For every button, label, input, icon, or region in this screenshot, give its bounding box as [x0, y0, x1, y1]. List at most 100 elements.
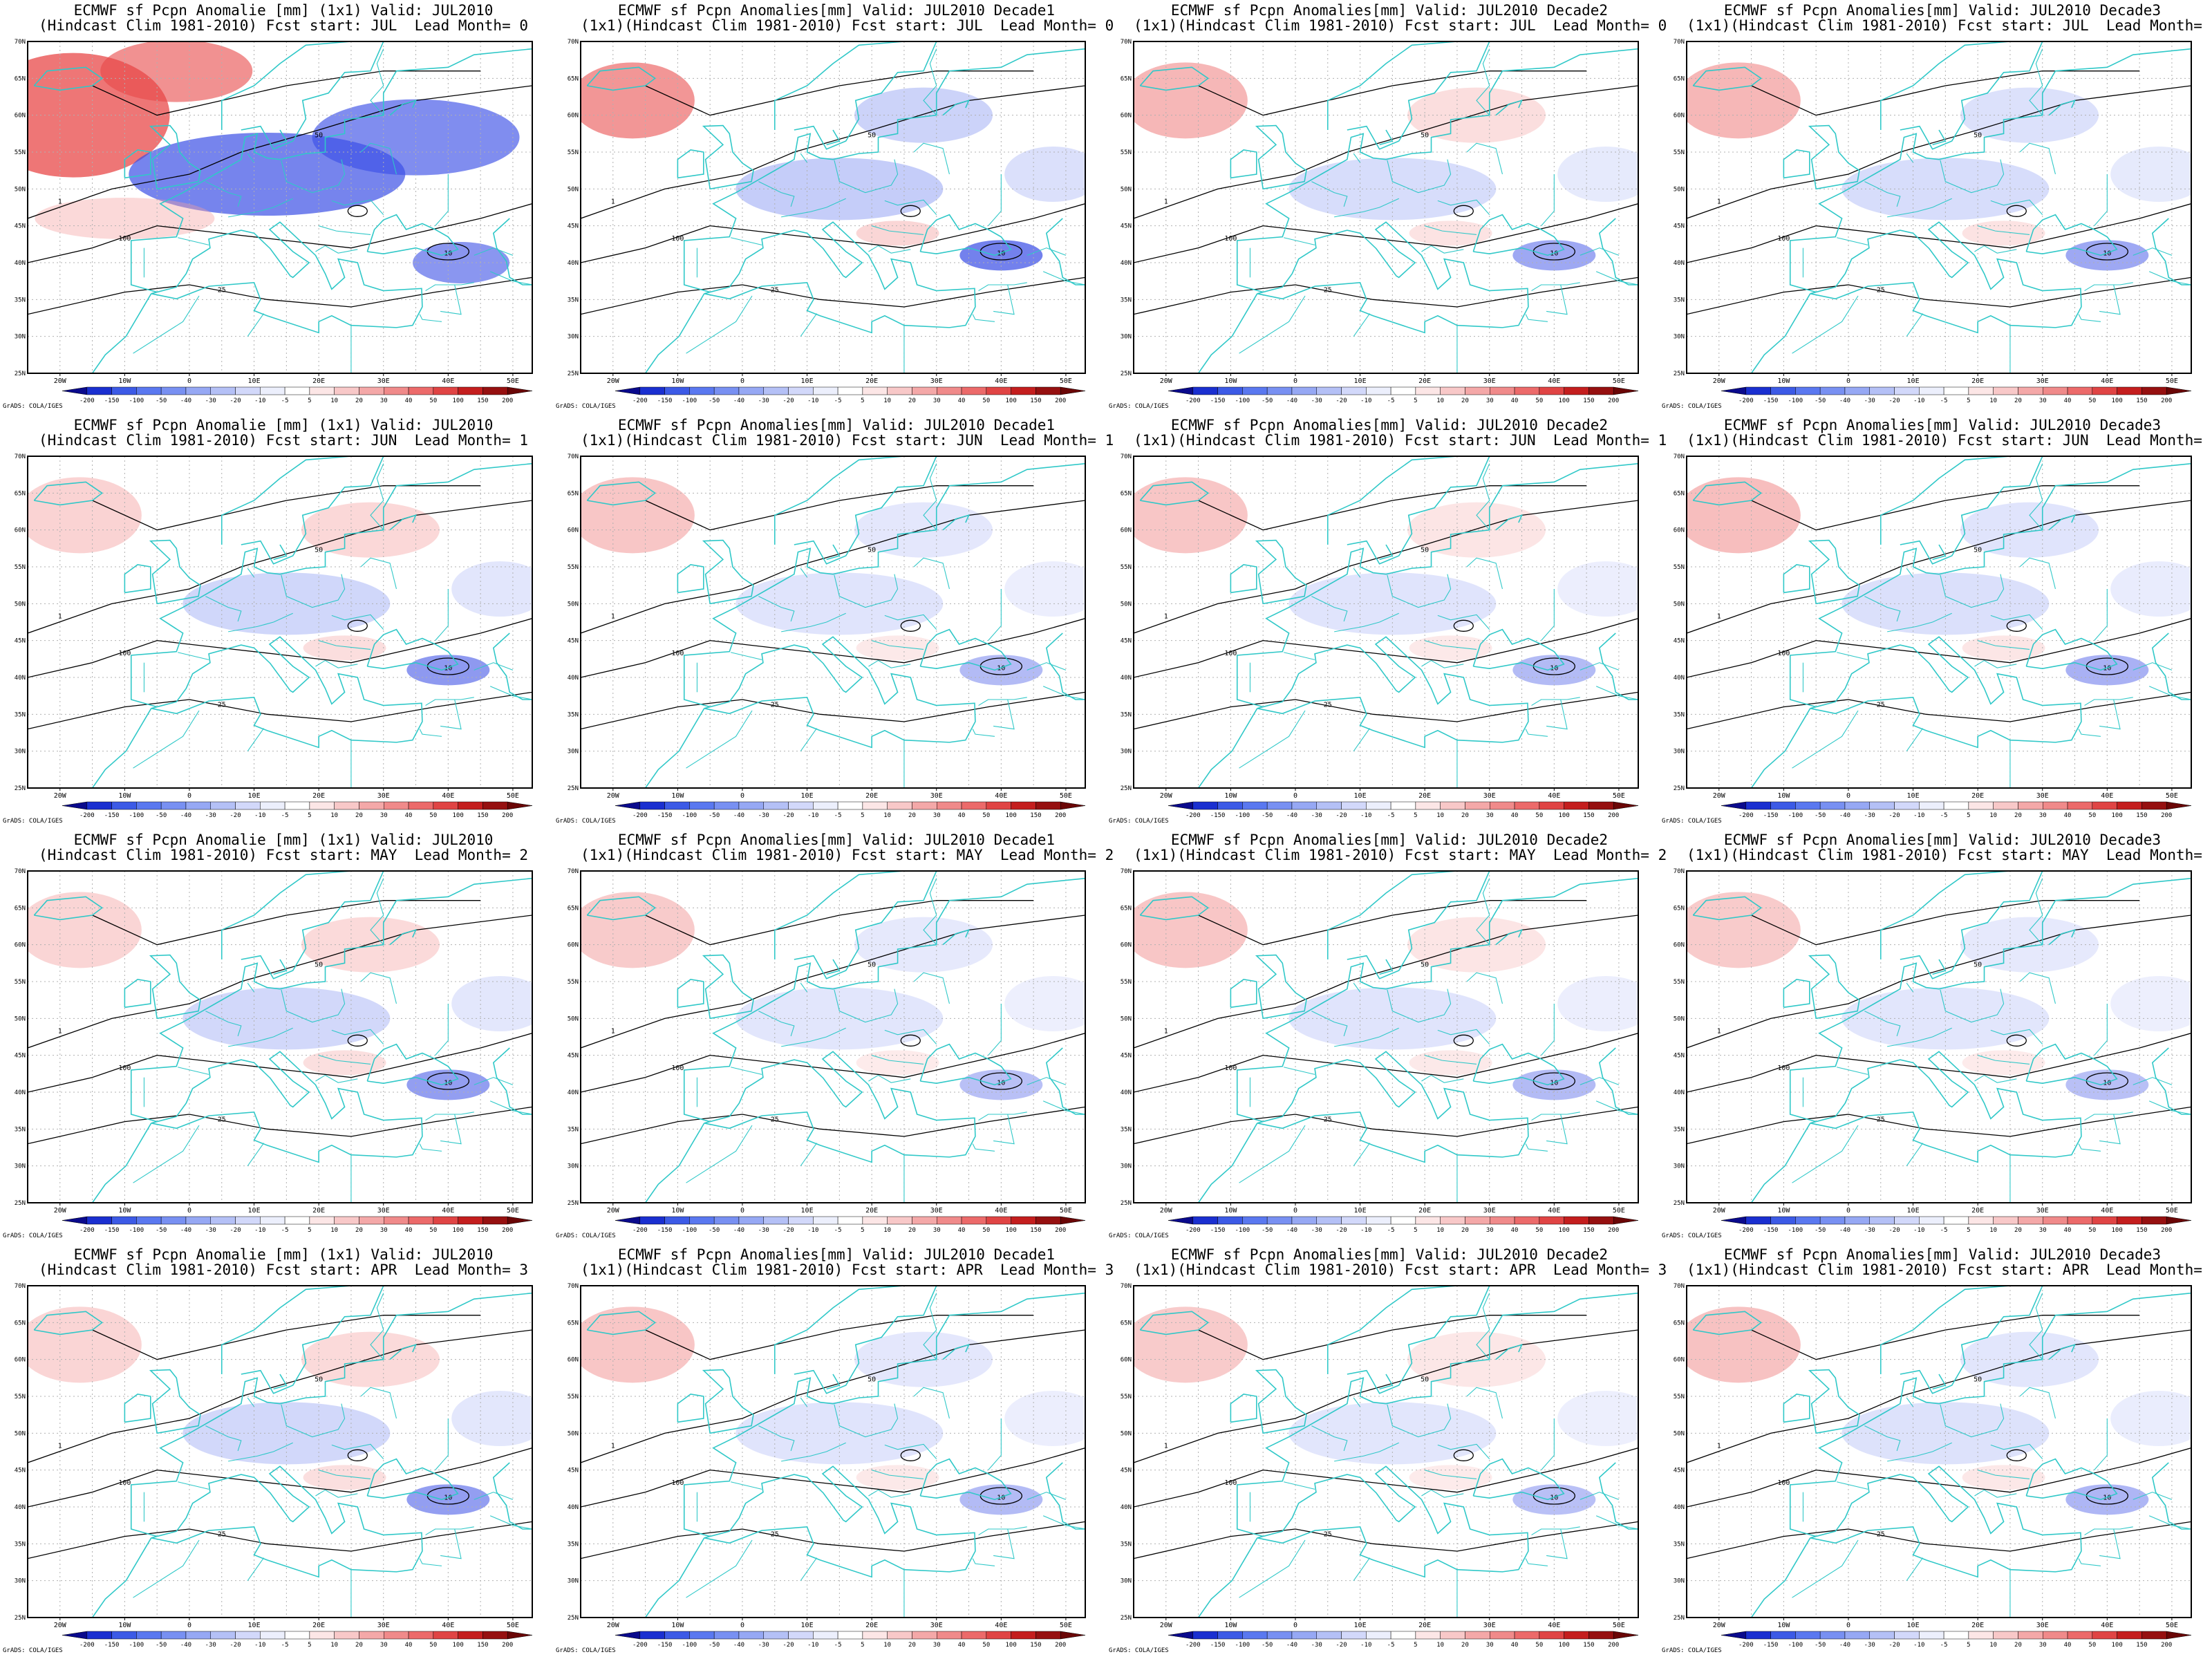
- svg-text:100: 100: [1777, 1479, 1790, 1487]
- colorbar-swatch: [1721, 386, 1747, 395]
- colorbar-swatch: [1192, 1631, 1218, 1640]
- colorbar-swatch: [1035, 1216, 1061, 1225]
- colorbar-label: 200: [1055, 812, 1066, 819]
- anomaly-shading: [581, 62, 1085, 271]
- lon-label: 20W: [54, 792, 67, 800]
- colorbar-swatch: [1514, 1631, 1540, 1640]
- colorbar-label: 50: [1535, 1227, 1543, 1234]
- colorbar-label: 5: [1967, 1642, 1970, 1649]
- colorbar-label: 200: [502, 1227, 513, 1234]
- colorbar-label: -10: [807, 1642, 818, 1649]
- colorbar-label: -10: [254, 397, 265, 404]
- colorbar-swatch: [1919, 1216, 1944, 1225]
- colorbar-label: 5: [861, 1642, 864, 1649]
- lat-label: 25N: [15, 371, 26, 377]
- colorbar-swatch: [1465, 1216, 1490, 1225]
- grads-credit: GrADS: COLA/IGES: [3, 818, 63, 825]
- lat-label: 60N: [15, 113, 26, 120]
- colorbar-label: -10: [1913, 1642, 1924, 1649]
- lon-label: 40E: [995, 377, 1007, 385]
- svg-text:50: 50: [1421, 962, 1429, 969]
- colorbar-label: -100: [129, 1227, 144, 1234]
- lon-label: 20E: [865, 377, 878, 385]
- lon-label: 50E: [1613, 1207, 1625, 1215]
- colorbar-swatch: [1390, 1631, 1416, 1640]
- lon-label: 20W: [54, 377, 67, 385]
- lon-label: 10E: [1907, 377, 1920, 385]
- colorbar-label: 10: [1436, 1642, 1444, 1649]
- colorbar-swatch: [1968, 801, 1994, 810]
- lon-label: 10W: [671, 792, 684, 800]
- colorbar-label: 30: [933, 812, 941, 819]
- lon-label: 10E: [1354, 377, 1367, 385]
- lon-label: 20W: [54, 1622, 67, 1629]
- lat-label: 65N: [568, 905, 579, 912]
- lat-label: 45N: [1121, 223, 1132, 230]
- colorbar-label: -10: [807, 397, 818, 404]
- panel-title-line1: ECMWF sf Pcpn Anomalies[mm] Valid: JUL20…: [1170, 832, 1609, 848]
- colorbar: -200 -150 -100 -50 -40 -30 -20 -10 -5 5 10 20 30 40 50…: [62, 1631, 533, 1649]
- coastlines: [586, 1286, 1085, 1618]
- lat-label: 55N: [1674, 979, 1685, 986]
- colorbar-label: -200: [1185, 812, 1201, 819]
- colorbar-swatch: [738, 1631, 764, 1640]
- colorbar-label: 200: [1055, 1642, 1066, 1649]
- colorbar-label: 150: [2136, 1227, 2147, 1234]
- colorbar-label: 50: [429, 812, 437, 819]
- colorbar-swatch: [2043, 801, 2068, 810]
- colorbar-swatch: [433, 801, 458, 810]
- grads-credit: GrADS: COLA/IGES: [556, 818, 616, 825]
- colorbar-label: 5: [1414, 812, 1417, 819]
- colorbar-label: 10: [1436, 397, 1444, 404]
- svg-text:1: 1: [58, 1443, 62, 1450]
- colorbar-swatch: [2141, 1631, 2167, 1640]
- svg-text:100: 100: [1224, 1479, 1237, 1487]
- colorbar-swatch: [763, 1216, 789, 1225]
- colorbar-swatch: [482, 801, 508, 810]
- colorbar-label: -5: [1940, 1642, 1948, 1649]
- precip-anomaly-map: 100502510170N65N60N55N50N45N40N35N30N25N…: [568, 453, 1086, 819]
- colorbar-label: 200: [1055, 397, 1066, 404]
- colorbar-swatch: [86, 386, 112, 395]
- lat-label: 55N: [568, 979, 579, 986]
- colorbar-swatch: [1869, 1631, 1895, 1640]
- colorbar-label: 40: [1511, 812, 1519, 819]
- colorbar-swatch: [1060, 801, 1086, 810]
- lon-label: 40E: [995, 792, 1007, 800]
- lon-label: 50E: [507, 792, 519, 800]
- lat-label: 40N: [15, 1504, 26, 1511]
- colorbar-label: 5: [1414, 397, 1417, 404]
- lon-label: 20W: [1160, 1207, 1173, 1215]
- lon-label: 30E: [2036, 1622, 2049, 1629]
- svg-text:25: 25: [218, 1531, 226, 1539]
- colorbar-swatch: [1217, 1216, 1243, 1225]
- colorbar-swatch: [1943, 1631, 1969, 1640]
- map-frame: [1133, 870, 1639, 1203]
- colorbar-swatch: [1770, 1631, 1796, 1640]
- coastlines: [1139, 1286, 1638, 1618]
- colorbar-swatch: [111, 1631, 137, 1640]
- colorbar-swatch: [1192, 1216, 1218, 1225]
- panel-title-line1: ECMWF sf Pcpn Anomalie [mm] (1x1) Valid:…: [73, 417, 494, 433]
- colorbar-swatch: [862, 1631, 888, 1640]
- grads-credit: GrADS: COLA/IGES: [556, 403, 616, 410]
- colorbar-label: -100: [1235, 1642, 1250, 1649]
- colorbar-swatch: [111, 801, 137, 810]
- grads-credit: GrADS: COLA/IGES: [1662, 1232, 1722, 1239]
- lat-label: 65N: [15, 75, 26, 82]
- colorbar-swatch: [2166, 801, 2192, 810]
- colorbar-swatch: [788, 801, 814, 810]
- colorbar-swatch: [334, 801, 359, 810]
- colorbar-swatch: [507, 1631, 533, 1640]
- colorbar-label: -30: [758, 397, 769, 404]
- colorbar-label: -5: [834, 1642, 842, 1649]
- colorbar-label: 150: [1030, 1642, 1041, 1649]
- panel-title-line2: (1x1)(Hindcast Clim 1981-2010) Fcst star…: [581, 1262, 1114, 1278]
- colorbar-swatch: [1217, 1631, 1243, 1640]
- lon-label: 10E: [801, 1207, 814, 1215]
- colorbar-label: -200: [1738, 812, 1754, 819]
- svg-text:1: 1: [611, 613, 615, 621]
- anomaly-shading: [1687, 1306, 2191, 1515]
- svg-text:25: 25: [1324, 702, 1332, 709]
- colorbar-swatch: [62, 1216, 88, 1225]
